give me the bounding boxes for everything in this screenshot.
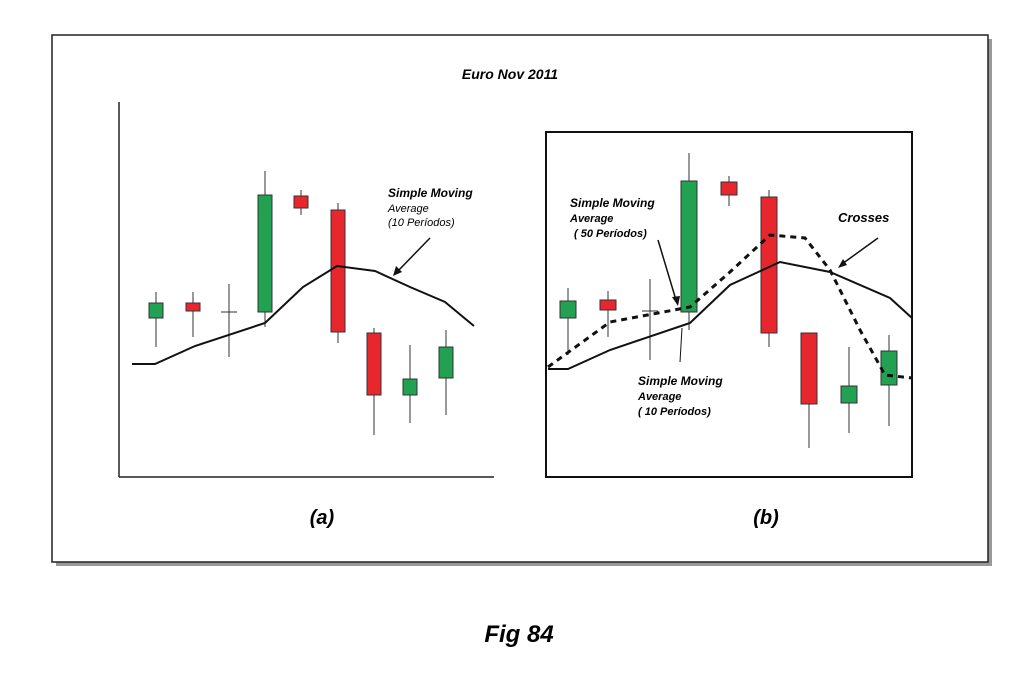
- panel-label: (a): [310, 507, 335, 529]
- annotation: Average: [569, 213, 613, 225]
- annotation: Average: [637, 391, 681, 403]
- annotation: Simple Moving: [638, 374, 723, 388]
- caption: Fig 84: [484, 621, 553, 648]
- annotation: Simple Moving: [570, 196, 655, 210]
- annotation: Crosses: [838, 210, 889, 225]
- arrow-head: [672, 296, 680, 306]
- arrow-head: [393, 266, 402, 276]
- annotation: Average: [387, 203, 429, 215]
- sma-10-line: [548, 260, 913, 370]
- annotation: Simple Moving: [388, 186, 473, 200]
- title: Euro Nov 2011: [462, 66, 558, 82]
- annotation: ( 10 Períodos): [638, 406, 711, 418]
- arrow: [396, 237, 431, 273]
- panel-label: (b): [753, 507, 779, 529]
- pointer: [679, 327, 683, 363]
- arrow: [657, 239, 677, 301]
- panel-a: Simple Moving Average (10 Períodos) (a): [118, 102, 494, 529]
- candles: [559, 153, 898, 448]
- sma-line: [132, 264, 475, 365]
- arrow-head: [838, 259, 847, 268]
- panel-b: Simple Moving Average ( 50 Períodos) Cro…: [545, 131, 913, 529]
- candles: [148, 171, 454, 435]
- panel-box: [545, 131, 913, 478]
- frame: [51, 34, 989, 563]
- annotation: (10 Períodos): [388, 217, 455, 229]
- sma-50-line: [547, 233, 913, 380]
- arrow: [841, 237, 879, 265]
- annotation: ( 50 Períodos): [574, 228, 647, 240]
